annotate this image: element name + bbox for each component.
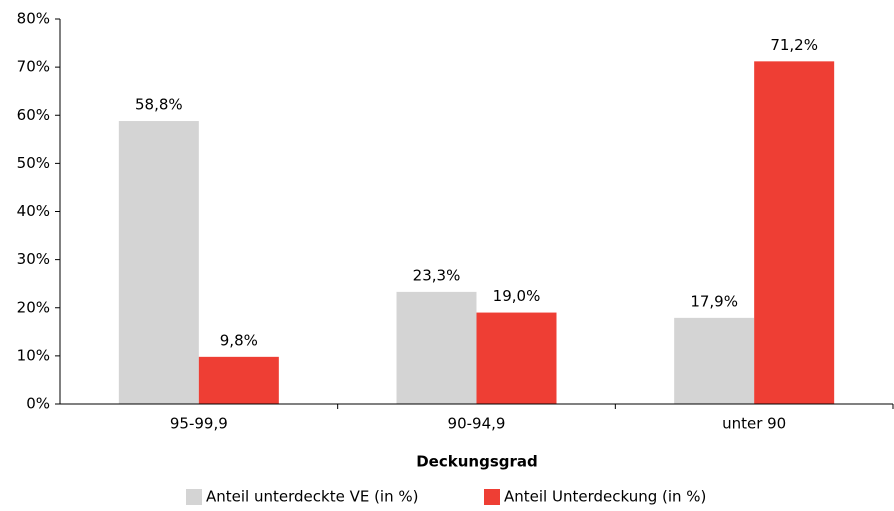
y-tick-label: 20% — [17, 298, 50, 316]
legend-label: Anteil Unterdeckung (in %) — [504, 488, 706, 506]
y-tick-label: 50% — [17, 154, 50, 172]
legend-swatch — [186, 489, 202, 505]
x-tick-label: unter 90 — [722, 415, 786, 433]
x-axis-title: Deckungsgrad — [416, 453, 538, 471]
y-tick-label: 40% — [17, 202, 50, 220]
x-tick-label: 90-94,9 — [448, 415, 506, 433]
value-label: 17,9% — [690, 292, 738, 310]
y-tick-label: 80% — [17, 10, 50, 28]
bar — [476, 312, 557, 404]
value-label: 58,8% — [135, 96, 183, 114]
y-tick-label: 60% — [17, 106, 50, 124]
bar — [198, 356, 279, 404]
bar — [754, 61, 835, 404]
legend-swatch — [484, 489, 500, 505]
bar — [396, 291, 477, 404]
bar — [674, 317, 755, 404]
legend-label: Anteil unterdeckte VE (in %) — [206, 488, 418, 506]
value-label: 9,8% — [220, 331, 258, 349]
y-tick-label: 0% — [26, 395, 50, 413]
y-tick-label: 10% — [17, 346, 50, 364]
y-tick-label: 30% — [17, 250, 50, 268]
value-label: 19,0% — [493, 287, 541, 305]
value-label: 23,3% — [413, 266, 461, 284]
bar — [118, 121, 199, 405]
x-tick-label: 95-99,9 — [170, 415, 228, 433]
y-tick-label: 70% — [17, 58, 50, 76]
value-label: 71,2% — [770, 36, 818, 54]
